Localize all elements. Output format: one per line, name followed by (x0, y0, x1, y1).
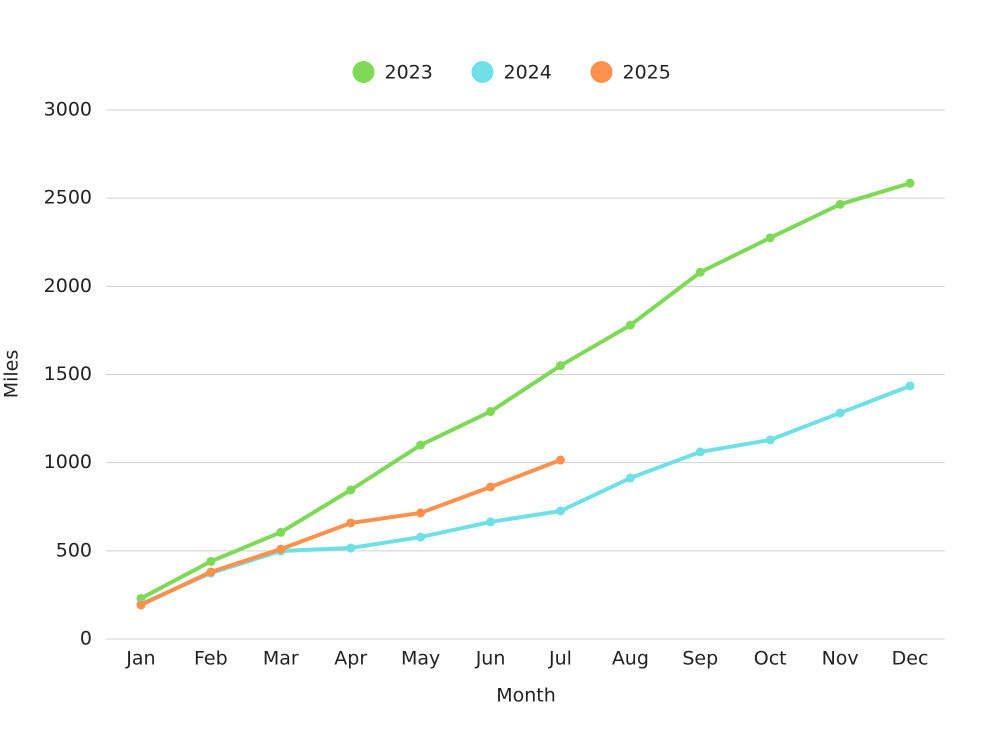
x-tick-label: Mar (263, 648, 299, 670)
data-point (765, 435, 775, 445)
data-point (905, 178, 915, 188)
data-point (625, 320, 635, 330)
data-point (765, 233, 775, 243)
y-tick-label: 0 (80, 628, 92, 650)
data-point (416, 508, 426, 518)
data-point (835, 199, 845, 209)
x-tick-label: Jan (125, 648, 155, 670)
data-point (416, 440, 426, 450)
x-tick-label: Oct (754, 648, 787, 670)
data-point (555, 506, 565, 516)
legend-label: 2024 (504, 62, 552, 84)
data-point (486, 517, 496, 527)
x-tick-label: May (401, 648, 440, 670)
series-line (140, 458, 562, 607)
data-point (206, 556, 216, 566)
x-tick-label: Sep (682, 648, 718, 670)
x-tick-label: Feb (194, 648, 228, 670)
legend-label: 2023 (385, 62, 433, 84)
data-point (555, 455, 565, 465)
x-tick-label: Jun (475, 648, 506, 670)
legend-label: 2025 (623, 62, 671, 84)
data-point (416, 532, 426, 542)
data-point (276, 544, 286, 554)
data-point (346, 518, 356, 528)
y-tick-label: 2000 (44, 275, 92, 297)
data-point (346, 543, 356, 553)
legend-swatch (352, 61, 375, 83)
x-tick-label: Jul (548, 648, 572, 670)
series-line (140, 384, 911, 606)
y-tick-label: 500 (56, 539, 92, 561)
data-point (486, 407, 496, 417)
legend-swatch (590, 61, 613, 83)
series-line (140, 181, 911, 601)
data-point (136, 600, 146, 610)
data-point (276, 527, 286, 537)
x-tick-label: Dec (892, 648, 929, 670)
data-point (486, 482, 496, 492)
data-point (555, 361, 565, 371)
x-tick-label: Nov (822, 648, 859, 670)
x-axis-title: Month (496, 685, 556, 707)
y-tick-label: 1500 (44, 363, 92, 385)
data-point (206, 567, 216, 577)
data-point (695, 267, 705, 277)
legend-swatch (471, 61, 494, 83)
y-tick-label: 1000 (44, 451, 92, 473)
y-tick-label: 2500 (44, 187, 92, 209)
data-point (346, 485, 356, 495)
x-tick-label: Aug (612, 648, 649, 670)
y-axis-title: Miles (1, 350, 23, 399)
y-tick-label: 3000 (44, 99, 92, 121)
data-point (695, 447, 705, 457)
data-point (625, 473, 635, 483)
x-tick-label: Apr (334, 648, 367, 670)
data-point (905, 381, 915, 391)
data-point (835, 408, 845, 418)
